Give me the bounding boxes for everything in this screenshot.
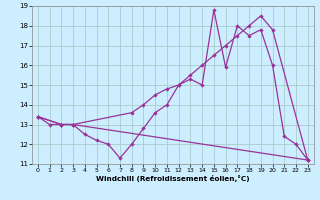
X-axis label: Windchill (Refroidissement éolien,°C): Windchill (Refroidissement éolien,°C) <box>96 175 250 182</box>
